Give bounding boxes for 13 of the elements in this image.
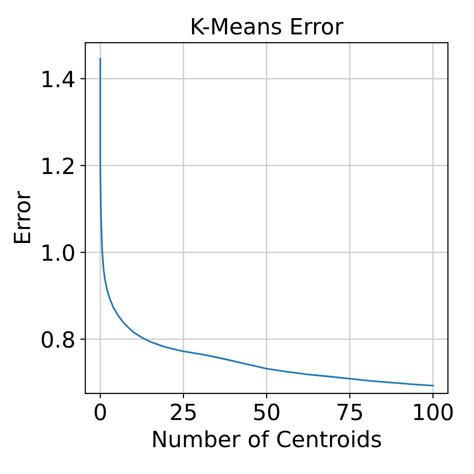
x-tick-label: 25 — [170, 404, 196, 420]
chart-title: K-Means Error — [192, 18, 344, 35]
y-axis-title: Error — [14, 190, 30, 243]
x-tick-label: 75 — [337, 404, 362, 420]
y-tick-label: 1.0 — [42, 244, 74, 262]
y-tick-label: 1.2 — [42, 157, 74, 174]
y-tick-label: 0.8 — [42, 331, 74, 348]
x-tick-label: 50 — [254, 404, 280, 420]
x-tick-label: 100 — [414, 404, 453, 420]
y-tick-label: 1.4 — [42, 70, 74, 88]
x-axis-title: Number of Centroids — [153, 430, 381, 448]
line-series — [99, 58, 434, 386]
x-tick-label: 0 — [94, 404, 106, 420]
